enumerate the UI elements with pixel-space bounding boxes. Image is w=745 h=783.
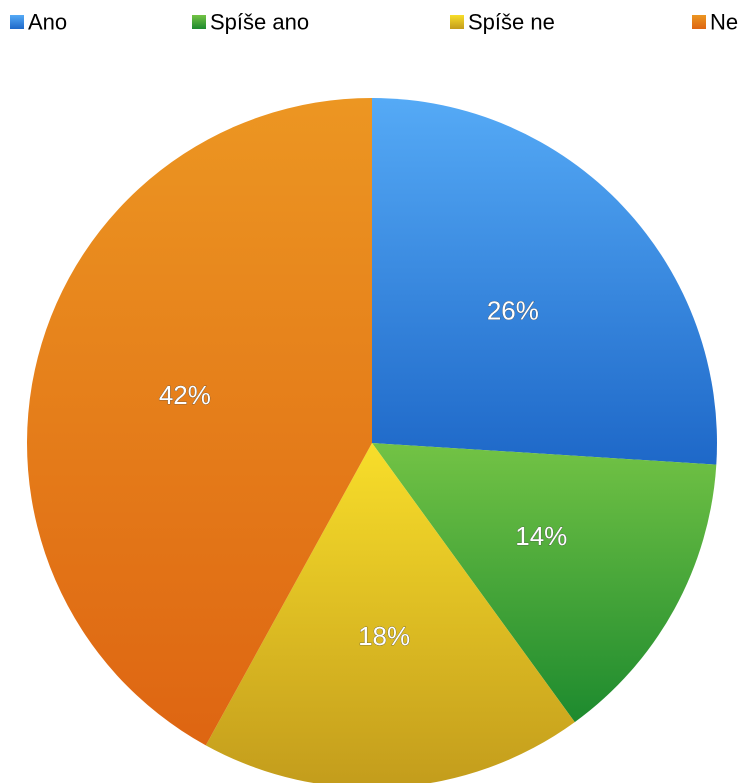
pie-slices — [27, 98, 717, 783]
chart-legend: Ano Spíše ano Spíše ne Ne — [10, 10, 738, 35]
legend-label: Spíše ano — [210, 10, 309, 35]
data-label: 14% — [515, 521, 567, 551]
data-label: 18% — [358, 621, 410, 651]
pie-slice-spíše-ne — [205, 443, 575, 783]
pie-data-labels: 26% 14% 18% 42% — [159, 295, 568, 651]
legend-item: Spíše ano — [192, 10, 309, 35]
pie-slice-ano — [372, 98, 717, 465]
legend-item: Spíše ne — [450, 10, 555, 35]
legend-label: Spíše ne — [468, 10, 555, 35]
legend-item: Ano — [10, 10, 67, 35]
pie-slice-ne — [27, 98, 372, 746]
legend-item: Ne — [692, 10, 738, 35]
legend-swatch — [692, 15, 706, 29]
data-label: 26% — [487, 296, 539, 326]
pie-slice-spíše-ano — [372, 443, 717, 723]
data-label: 42% — [159, 380, 211, 410]
legend-swatch — [10, 15, 24, 29]
legend-label: Ne — [710, 10, 738, 35]
legend-label: Ano — [28, 10, 67, 35]
legend-swatch — [450, 15, 464, 29]
legend-swatch — [192, 15, 206, 29]
